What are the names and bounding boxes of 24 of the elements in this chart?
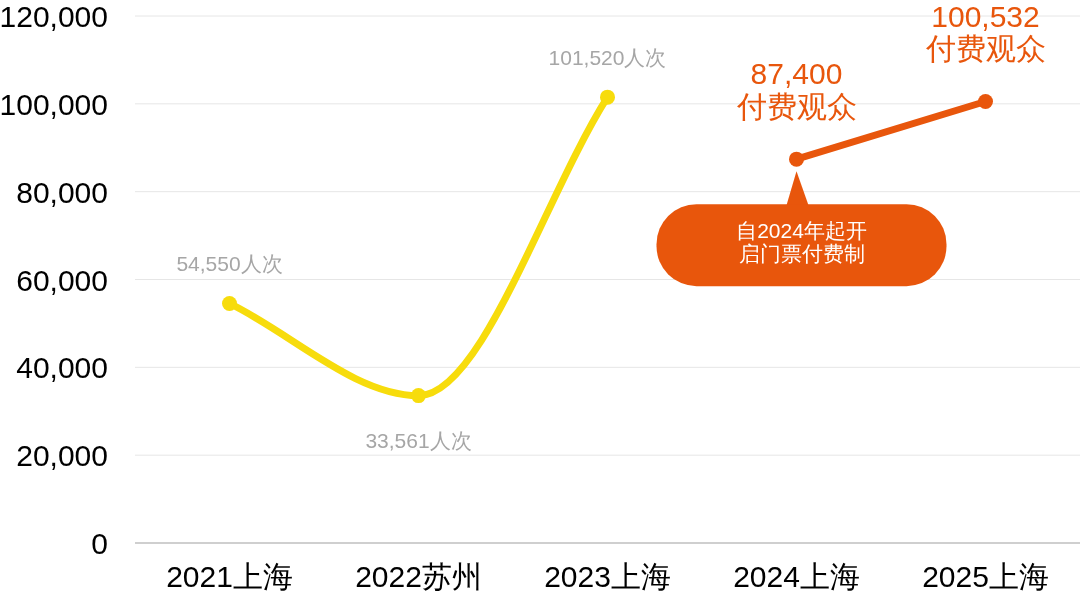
x-tick-label: 2025上海	[922, 560, 1049, 593]
y-tick-label: 20,000	[16, 439, 108, 473]
point	[978, 94, 993, 109]
y-tick-label: 80,000	[16, 175, 108, 209]
data-label: 101,520人次	[548, 46, 667, 70]
x-tick-label: 2022苏州	[355, 560, 482, 593]
point	[411, 388, 426, 404]
y-tick-label: 100,000	[0, 87, 108, 121]
point	[789, 151, 804, 167]
data-label: 87,400 付费观众	[735, 57, 857, 124]
point	[600, 89, 615, 105]
y-tick-label: 120,000	[0, 0, 108, 33]
annotation: 自2024年起开启门票付费制	[656, 171, 947, 287]
data-label: 54,550人次	[176, 252, 283, 276]
data-label: 33,561人次	[365, 428, 472, 452]
point	[222, 295, 237, 311]
y-tick-label: 0	[91, 527, 108, 560]
x-tick-label: 2021上海	[166, 560, 293, 593]
x-tick-label: 2024上海	[733, 560, 860, 593]
y-tick-label: 40,000	[16, 351, 108, 385]
data-label: 100,532 付费观众	[924, 0, 1046, 66]
annotation: 自2024年起开启门票付费制	[736, 219, 867, 266]
y-tick-label: 60,000	[16, 263, 108, 297]
x-tick-label: 2023上海	[544, 560, 671, 593]
